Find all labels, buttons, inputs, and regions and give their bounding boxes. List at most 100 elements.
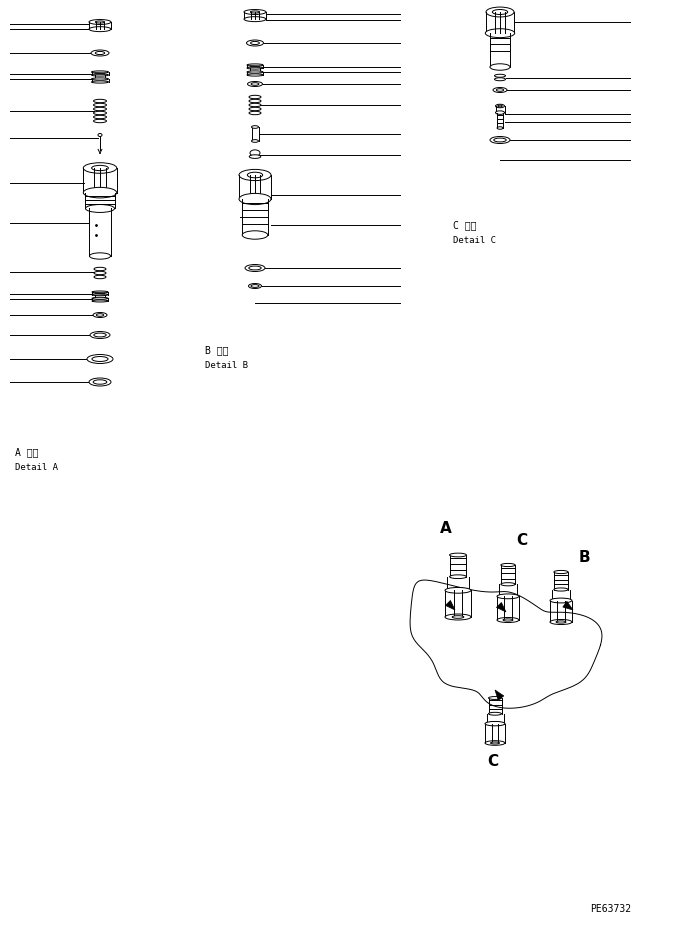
Ellipse shape [499,595,517,598]
Ellipse shape [486,7,514,17]
Text: Detail C: Detail C [453,236,496,245]
Ellipse shape [490,64,510,70]
Polygon shape [495,690,504,700]
Ellipse shape [94,271,106,275]
Ellipse shape [249,111,261,115]
Ellipse shape [550,598,572,603]
Text: Detail B: Detail B [205,361,248,370]
Ellipse shape [93,104,107,106]
Ellipse shape [501,563,515,567]
Text: A 詳細: A 詳細 [15,447,39,457]
Ellipse shape [554,571,568,574]
Ellipse shape [92,291,108,293]
Ellipse shape [497,127,503,130]
Ellipse shape [249,99,261,103]
Ellipse shape [89,253,111,259]
Ellipse shape [94,267,106,271]
Ellipse shape [487,722,504,725]
Polygon shape [496,602,506,612]
Ellipse shape [89,27,111,31]
Ellipse shape [94,333,106,337]
Ellipse shape [83,188,117,198]
Ellipse shape [251,285,259,288]
Ellipse shape [249,283,262,289]
Ellipse shape [554,588,568,591]
Ellipse shape [501,583,515,586]
Ellipse shape [495,78,506,80]
Ellipse shape [92,166,108,170]
Ellipse shape [85,204,114,213]
Ellipse shape [91,50,109,56]
Ellipse shape [239,193,271,204]
Ellipse shape [250,11,260,13]
Text: C 詳細: C 詳細 [453,220,477,230]
Ellipse shape [251,140,258,142]
Ellipse shape [242,231,268,240]
Text: PE63732: PE63732 [590,904,631,914]
Ellipse shape [493,138,506,142]
Text: B 詳細: B 詳細 [205,345,228,355]
Ellipse shape [552,598,571,602]
Ellipse shape [91,78,109,80]
Ellipse shape [485,29,514,38]
Ellipse shape [249,266,261,270]
Ellipse shape [495,74,506,77]
Ellipse shape [244,17,266,21]
Ellipse shape [247,74,263,76]
Ellipse shape [249,104,261,106]
Ellipse shape [247,172,263,178]
Ellipse shape [92,294,108,296]
Ellipse shape [550,620,572,624]
Ellipse shape [95,21,105,23]
Ellipse shape [485,722,505,726]
Text: C: C [516,533,527,548]
Ellipse shape [445,614,471,620]
Ellipse shape [249,107,261,111]
Text: B: B [579,550,591,565]
Ellipse shape [251,82,259,85]
Ellipse shape [87,354,113,364]
Ellipse shape [249,95,261,99]
Ellipse shape [93,116,107,118]
Ellipse shape [247,67,263,69]
Ellipse shape [251,126,258,129]
Ellipse shape [90,331,110,339]
Ellipse shape [93,313,107,317]
Ellipse shape [94,276,106,278]
Ellipse shape [244,9,266,15]
Ellipse shape [91,74,109,76]
Ellipse shape [493,88,507,92]
Ellipse shape [490,137,510,143]
Ellipse shape [92,300,108,302]
Ellipse shape [498,105,502,107]
Ellipse shape [89,19,111,24]
Ellipse shape [93,107,107,111]
Ellipse shape [92,356,108,362]
Ellipse shape [98,133,102,137]
Ellipse shape [491,742,500,744]
Ellipse shape [93,111,107,115]
Ellipse shape [450,574,466,578]
Polygon shape [445,600,455,610]
Ellipse shape [92,297,108,300]
Ellipse shape [489,712,502,715]
Ellipse shape [91,80,109,83]
Ellipse shape [492,9,508,15]
Ellipse shape [245,265,265,272]
Text: C: C [487,754,498,769]
Text: A: A [440,521,452,536]
Ellipse shape [250,150,260,156]
Ellipse shape [89,378,111,386]
Ellipse shape [247,81,262,87]
Ellipse shape [496,105,504,107]
Ellipse shape [97,314,103,316]
Ellipse shape [452,616,464,618]
Ellipse shape [239,169,271,180]
Ellipse shape [93,380,107,384]
Ellipse shape [496,89,504,92]
Ellipse shape [251,42,260,44]
Ellipse shape [447,588,469,593]
Text: Detail A: Detail A [15,463,58,472]
Ellipse shape [247,40,264,46]
Ellipse shape [445,587,471,593]
